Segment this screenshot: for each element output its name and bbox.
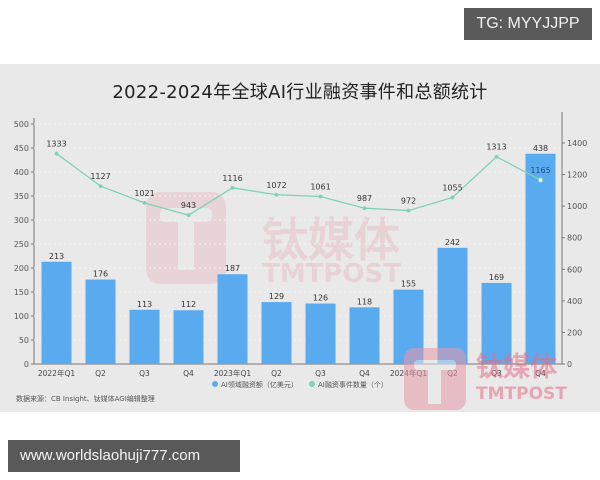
bar-value-label: 169 <box>489 273 504 282</box>
svg-text:350: 350 <box>14 192 29 201</box>
line-value-label: 1165 <box>530 166 550 175</box>
bar <box>217 274 248 364</box>
x-tick-label: Q3 <box>315 369 326 378</box>
svg-text:TMTPOST: TMTPOST <box>476 384 567 404</box>
tg-watermark-label: TG: MYYJJPP <box>464 8 592 40</box>
line-point <box>318 194 323 199</box>
line-point <box>362 206 367 211</box>
line-value-label: 1055 <box>442 183 462 192</box>
line-value-label: 1061 <box>310 183 330 192</box>
line-value-label: 987 <box>357 194 372 203</box>
bar-value-label: 242 <box>445 238 460 247</box>
bar <box>85 279 116 364</box>
svg-text:250: 250 <box>14 240 29 249</box>
bar-value-label: 126 <box>313 294 328 303</box>
line-value-label: 1313 <box>486 143 506 152</box>
line-point <box>142 200 147 205</box>
svg-text:50: 50 <box>19 336 29 345</box>
svg-text:1000: 1000 <box>567 202 587 211</box>
svg-text:0: 0 <box>567 360 572 369</box>
svg-text:200: 200 <box>567 328 582 337</box>
bar-value-label: 213 <box>49 252 64 261</box>
legend-bar-label: AI领域融资额（亿美元） <box>221 380 298 389</box>
chart-title: 2022-2024年全球AI行业融资事件和总额统计 <box>112 82 488 103</box>
line-point <box>450 195 455 200</box>
legend-line-icon <box>309 381 315 387</box>
line-point <box>186 213 191 218</box>
line-point <box>54 151 59 156</box>
legend-bar-icon <box>212 381 218 387</box>
line-point <box>98 184 103 188</box>
bar-value-label: 118 <box>357 297 372 306</box>
chart-axes: 0 50 100 150 200 250 300 350 400 450 500 0 200 400 600… <box>14 112 587 369</box>
svg-text:TMTPOST: TMTPOST <box>262 259 401 289</box>
bar-value-label: 176 <box>93 270 108 279</box>
line-value-label: 1127 <box>90 172 110 181</box>
line-value-label: 943 <box>181 201 196 210</box>
x-tick-label: Q2 <box>271 369 282 378</box>
line-series: 1333 1127 1021 943 1116 1072 1061 987 972 1055 131… <box>46 140 551 218</box>
bar <box>305 303 336 364</box>
svg-text:300: 300 <box>14 216 29 225</box>
line-point <box>274 192 279 197</box>
url-watermark-label: www.worldslaohuji777.com <box>8 440 240 472</box>
bar <box>173 310 204 364</box>
svg-text:1200: 1200 <box>567 171 587 180</box>
bar-value-label: 438 <box>533 144 548 153</box>
bar <box>525 153 556 364</box>
x-tick-label: Q2 <box>95 369 106 378</box>
bar-value-label: 113 <box>137 300 152 309</box>
bar-value-label: 187 <box>225 264 240 273</box>
line-value-label: 1333 <box>46 140 66 149</box>
svg-text:钛媒体: 钛媒体 <box>262 213 400 267</box>
x-tick-label: Q4 <box>183 369 194 378</box>
bar <box>349 307 380 364</box>
bar-value-label: 129 <box>269 292 284 301</box>
svg-text:1400: 1400 <box>567 139 587 148</box>
bar-value-label: 112 <box>181 300 196 309</box>
legend-line-label: AI融资事件数量（个） <box>318 380 388 389</box>
svg-text:800: 800 <box>567 234 582 243</box>
chart-legend: AI领域融资额（亿美元） AI融资事件数量（个） <box>212 380 388 389</box>
x-tick-label: 2023年Q1 <box>214 368 251 378</box>
bar <box>129 309 160 364</box>
line-point <box>494 154 499 159</box>
bar <box>437 247 468 364</box>
data-source-note: 数据来源：CB Insight、钛媒体AGI编辑整理 <box>16 395 155 403</box>
bar <box>481 282 512 364</box>
svg-text:400: 400 <box>14 168 29 177</box>
line-value-label: 1021 <box>134 189 154 198</box>
x-tick-label: Q3 <box>139 369 150 378</box>
bar <box>261 302 292 364</box>
svg-text:400: 400 <box>567 297 582 306</box>
svg-text:150: 150 <box>14 288 29 297</box>
svg-text:0: 0 <box>24 360 29 369</box>
svg-text:450: 450 <box>14 144 29 153</box>
svg-text:钛媒体: 钛媒体 <box>476 351 558 383</box>
line-value-label: 1072 <box>266 181 286 190</box>
line-point <box>537 177 544 183</box>
line-value-label: 1116 <box>222 174 242 183</box>
x-axis-labels: 2022年Q1Q2Q3Q42023年Q1Q2Q3Q42024年Q1Q2Q3Q4 <box>38 368 546 378</box>
x-tick-label: Q3 <box>491 369 502 378</box>
line-point <box>406 208 411 213</box>
bar <box>41 261 72 364</box>
bar-value-label: 155 <box>401 280 416 289</box>
svg-text:100: 100 <box>14 312 29 321</box>
svg-text:200: 200 <box>14 264 29 273</box>
line-value-label: 972 <box>401 197 416 206</box>
line-point <box>230 185 235 190</box>
svg-text:500: 500 <box>14 120 29 129</box>
x-tick-label: Q4 <box>359 369 370 378</box>
x-tick-label: Q4 <box>535 369 546 378</box>
x-tick-label: 2022年Q1 <box>38 368 75 378</box>
bar-series: 213 176 113 112 187 129 126 118 155 242 169 438 <box>41 144 556 364</box>
svg-text:600: 600 <box>567 265 582 274</box>
